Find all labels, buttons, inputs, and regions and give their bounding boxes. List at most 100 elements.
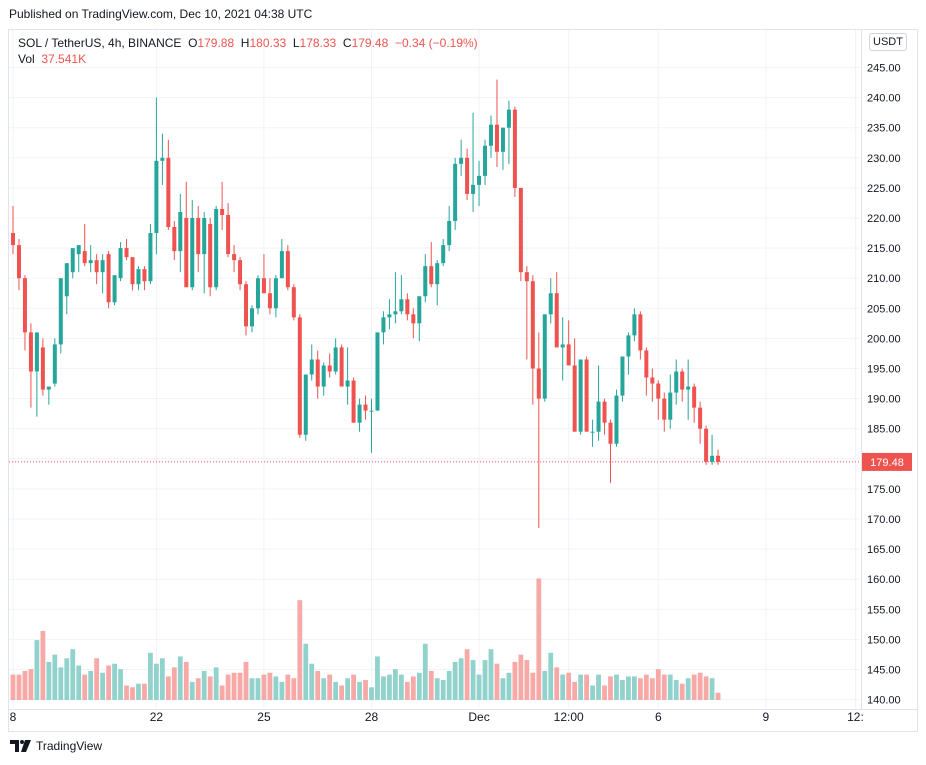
time-axis[interactable]: 8 22 25 28 Dec 12:00 6 9 12: bbox=[10, 710, 864, 724]
candle bbox=[710, 434, 715, 465]
candle-body bbox=[638, 314, 643, 351]
candle-body bbox=[327, 365, 332, 372]
price-tick-label: 215.00 bbox=[867, 243, 901, 255]
candle-body bbox=[11, 233, 15, 246]
price-tick-label: 225.00 bbox=[867, 183, 901, 195]
candle-body bbox=[477, 175, 482, 185]
price-tick-label: 230.00 bbox=[867, 153, 901, 165]
candle-body bbox=[435, 263, 440, 285]
candle bbox=[196, 205, 201, 273]
candle bbox=[530, 275, 535, 405]
candle bbox=[279, 239, 284, 279]
candle bbox=[387, 299, 392, 330]
candle bbox=[596, 365, 601, 441]
candle-body bbox=[590, 431, 595, 433]
volume-bar bbox=[548, 652, 554, 700]
candle-body bbox=[315, 359, 320, 387]
candle-body bbox=[483, 145, 488, 176]
volume-bar bbox=[225, 674, 231, 700]
candle-body bbox=[680, 371, 685, 390]
volume-bar bbox=[542, 670, 548, 700]
candle bbox=[238, 257, 243, 291]
currency-button[interactable]: USDT bbox=[869, 33, 907, 51]
candle bbox=[202, 211, 207, 294]
candle-body bbox=[417, 296, 422, 324]
volume-bar bbox=[578, 674, 584, 700]
candle bbox=[471, 112, 476, 212]
candle bbox=[602, 398, 607, 435]
candle-body bbox=[656, 383, 661, 399]
close-label: C bbox=[342, 36, 352, 50]
candle bbox=[447, 205, 452, 252]
candle-body bbox=[297, 317, 302, 435]
price-tick-label: 165.00 bbox=[867, 544, 901, 556]
volume-bar bbox=[136, 683, 141, 700]
candle-body bbox=[76, 245, 81, 255]
candle bbox=[351, 377, 356, 423]
candle bbox=[273, 275, 278, 318]
price-tick-label: 235.00 bbox=[867, 123, 901, 135]
candle-body bbox=[190, 218, 195, 288]
price-tick-label: 245.00 bbox=[867, 63, 901, 75]
open-value: 179.88 bbox=[197, 36, 235, 50]
candle-body bbox=[602, 401, 607, 423]
candle bbox=[560, 317, 565, 381]
candle-body bbox=[578, 359, 583, 432]
symbol-label[interactable]: SOL / TetherUS, 4h, BINANCE bbox=[18, 36, 182, 50]
tradingview-brand[interactable]: TradingView bbox=[36, 739, 103, 753]
candle-body bbox=[668, 392, 673, 420]
price-axis[interactable]: 245.00 240.00 235.00 230.00 225.00 220.00 215.… bbox=[867, 63, 901, 707]
candle bbox=[590, 419, 595, 447]
time-tick-label: Dec bbox=[468, 710, 489, 724]
candle bbox=[572, 338, 577, 432]
candle-body bbox=[554, 293, 559, 348]
high-label: H bbox=[240, 36, 250, 50]
price-tick-label: 200.00 bbox=[867, 333, 901, 345]
volume-bar bbox=[159, 658, 165, 700]
candle-body bbox=[542, 314, 547, 399]
candle bbox=[166, 139, 171, 231]
candle bbox=[106, 251, 111, 309]
price-tick-label: 155.00 bbox=[867, 604, 901, 616]
candle-body bbox=[560, 344, 565, 348]
candle-body bbox=[644, 350, 649, 378]
candle-body bbox=[459, 157, 464, 164]
volume-bar bbox=[470, 660, 476, 700]
volume-bar bbox=[82, 674, 88, 700]
open-label: O bbox=[188, 36, 198, 50]
volume-bar bbox=[339, 685, 345, 700]
volume-bar bbox=[267, 672, 273, 700]
volume-bar bbox=[614, 674, 619, 700]
candle-body bbox=[632, 314, 637, 336]
candle bbox=[190, 199, 195, 291]
price-tick-label: 145.00 bbox=[867, 665, 901, 677]
volume-bar bbox=[649, 678, 655, 700]
volume-bar bbox=[536, 578, 542, 700]
candle-body bbox=[94, 260, 99, 273]
volume-bar bbox=[345, 678, 350, 700]
candle bbox=[483, 139, 488, 185]
candle-body bbox=[202, 218, 207, 255]
candle-body bbox=[405, 299, 410, 315]
candle-body bbox=[148, 233, 153, 282]
candle-body bbox=[351, 380, 356, 423]
candle-body bbox=[136, 269, 141, 285]
candle-body bbox=[106, 254, 111, 303]
volume-bar bbox=[554, 667, 560, 700]
candle-body bbox=[584, 359, 589, 432]
candle-body bbox=[572, 365, 577, 432]
candle bbox=[184, 181, 189, 288]
volume-bar bbox=[446, 670, 452, 700]
candle-body bbox=[453, 163, 458, 222]
volume-bar bbox=[488, 649, 494, 700]
time-tick-label: 25 bbox=[257, 710, 271, 724]
candle-body bbox=[250, 308, 254, 327]
volume-bar bbox=[715, 692, 721, 700]
price-tick-label: 205.00 bbox=[867, 303, 901, 315]
candle bbox=[339, 344, 344, 387]
candle bbox=[285, 245, 290, 291]
volume-bar bbox=[315, 670, 321, 700]
volume-bar bbox=[189, 681, 195, 700]
candle bbox=[375, 332, 380, 411]
